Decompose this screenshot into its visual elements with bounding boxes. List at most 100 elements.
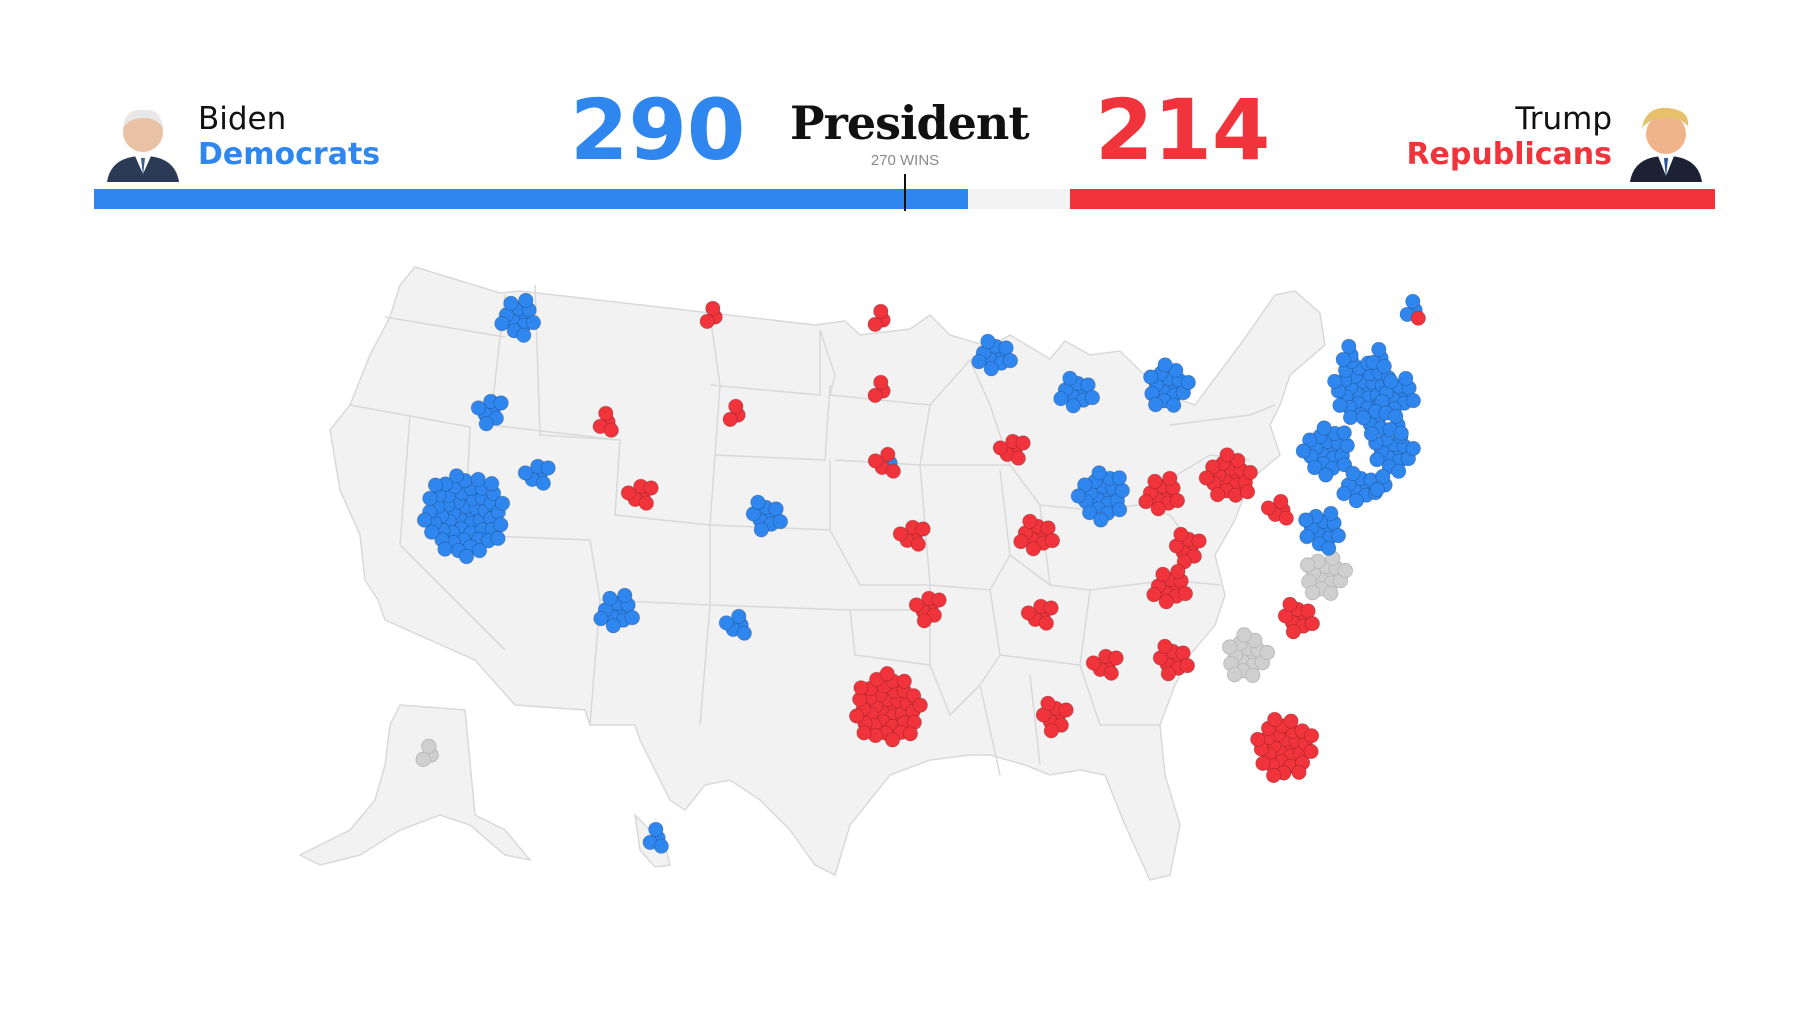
electoral-vote-dot [1299,528,1315,545]
state-dots-or[interactable] [470,393,509,432]
state-dots-mi[interactable] [1143,357,1196,413]
race-title: President [790,96,1030,150]
electoral-vote-dot [1242,464,1258,481]
electoral-vote-dot [493,395,509,411]
map-states [298,266,1326,881]
state-dots-il[interactable] [1070,465,1130,528]
electoral-vote-dot [1205,459,1221,475]
electoral-vote-dot [437,541,453,557]
state-dots-ut[interactable] [620,478,659,511]
state-dots-nh[interactable] [1365,341,1392,374]
electoral-vote-dot [983,361,999,377]
state-dots-nv[interactable] [517,458,556,491]
state-dots-mo[interactable] [1013,513,1061,557]
state-dots-ma[interactable] [1374,370,1422,417]
state-dots-wy[interactable] [722,398,746,427]
state-dots-az[interactable] [593,587,640,634]
electoral-vote-dot [593,610,609,627]
state-dots-ca[interactable] [416,468,511,565]
state-dots-wi[interactable] [1053,370,1101,414]
electoral-vote-dot [1091,465,1107,481]
electoral-vote-dot [1291,764,1307,781]
state-dots-ia[interactable] [992,433,1031,466]
state-dots-sc[interactable] [1277,596,1321,640]
electoral-vote-dot [1010,450,1026,466]
electoral-vote-dot [848,708,865,724]
state-dots-pa[interactable] [1295,420,1355,483]
electoral-vote-dot [1375,468,1391,484]
state-dots-in[interactable] [1138,470,1186,517]
state-dots-ms[interactable] [1085,648,1124,681]
state-dots-wv[interactable] [1260,493,1294,526]
electoral-vote-dot [1405,293,1421,310]
state-dots-al[interactable] [1152,638,1196,682]
electoral-vote-dot [1158,594,1174,610]
state-dots-hi[interactable] [642,821,669,854]
electoral-vote-dot [1345,465,1361,481]
state-dots-co[interactable] [745,494,788,538]
state-dots-nm[interactable] [718,608,752,641]
electoral-vote-dot [1250,731,1266,747]
electoral-vote-dot [471,542,488,559]
dem-bar-segment [94,189,968,209]
electoral-vote-dot [1336,425,1352,441]
electoral-vote-dot [915,521,931,537]
electoral-vote-dot [1304,584,1321,601]
state-dots-ga[interactable] [1222,627,1275,683]
electoral-vote-dot [518,292,534,309]
state-dots-tn[interactable] [1146,563,1194,610]
electoral-vote-dot [1255,755,1271,771]
electoral-vote-dot [1222,639,1238,655]
rep-bar-segment [1070,189,1715,209]
electoral-vote-dot [1013,533,1029,550]
electoral-vote-dot [1393,425,1409,441]
state-dots-mt[interactable] [699,300,723,330]
electoral-vote-dot [1295,443,1311,459]
electoral-vote-dot [602,590,618,606]
electoral-vote-dot [1143,369,1159,385]
state-dots-nc[interactable] [1300,550,1353,601]
electoral-vote-dot [1273,493,1289,509]
electoral-vote-dot [1405,440,1421,457]
state-dots-ri[interactable] [1382,408,1409,441]
electoral-vote-dot [1239,484,1256,500]
state-dots-mn[interactable] [971,333,1019,377]
state-dots-me[interactable] [1399,293,1426,326]
state-dots-de[interactable] [1369,468,1393,497]
electoral-vote-dot [1369,452,1385,468]
state-dots-sd[interactable] [867,374,891,403]
electoral-vote-dot [867,453,884,469]
state-dots-tx[interactable] [848,665,928,748]
state-dots-ks[interactable] [892,519,931,552]
electoral-vote-dot [867,316,883,333]
electoral-vote-dot [484,476,500,492]
electoral-votes-right: 214 [1095,81,1271,179]
state-dots-ok[interactable] [908,590,947,629]
electoral-vote-dot [624,609,640,626]
state-dots-id[interactable] [592,405,619,438]
electoral-vote-dot [1298,512,1314,528]
state-dots-wa[interactable] [494,292,541,343]
electoral-vote-dot [971,354,987,370]
state-dots-nd[interactable] [867,303,891,333]
electoral-vote-dot [1341,338,1357,355]
state-dots-fl[interactable] [1250,711,1320,784]
electoral-vote-dot [873,303,889,320]
state-dots-ar[interactable] [1020,598,1059,631]
state-dots-nj[interactable] [1368,428,1421,479]
electoral-vote-dot [470,400,486,416]
state-dots-ne[interactable] [867,446,901,479]
state-dots-oh[interactable] [1198,447,1258,503]
electoral-vote-dot [1157,357,1173,373]
state-dots-vt[interactable] [1335,338,1359,368]
electoral-vote-dot [1015,435,1031,451]
electoral-vote-dot [1383,373,1399,389]
electoral-vote-dot [1157,638,1173,654]
state-dots-la[interactable] [1035,695,1074,739]
electoral-vote-dot [494,315,510,332]
electoral-vote-dot [1173,526,1189,542]
state-dots-ak[interactable] [415,738,439,767]
state-dots-va[interactable] [1298,505,1347,556]
electoral-vote-dot [1103,665,1119,681]
electoral-vote-dot [1070,488,1086,504]
